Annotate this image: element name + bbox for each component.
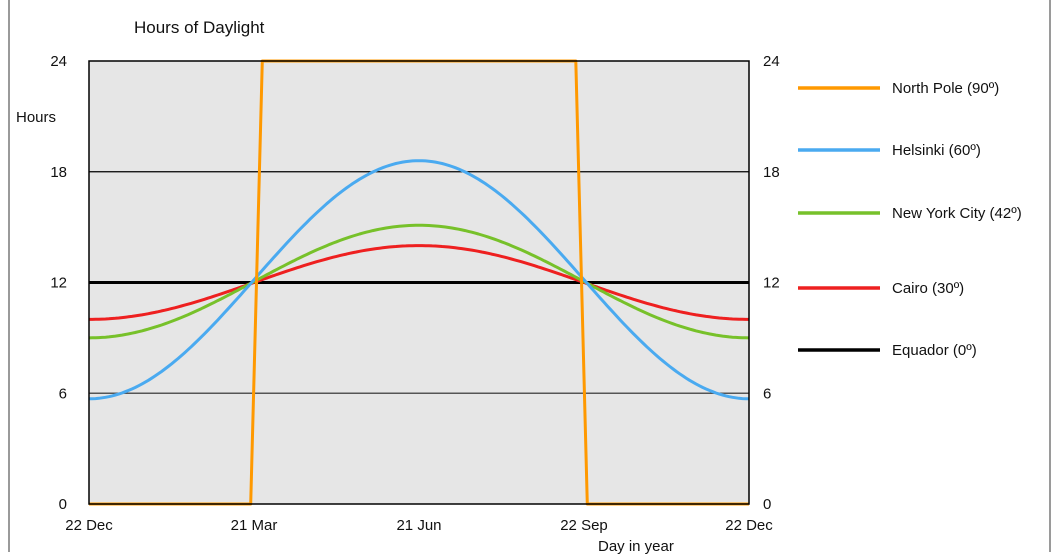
x-tick-label: 22 Sep	[560, 517, 608, 534]
legend-label: New York City (42º)	[892, 205, 1022, 222]
y-axis-label: Hours	[16, 109, 56, 126]
y-tick-label: 24	[50, 53, 67, 70]
y-tick-label: 6	[59, 385, 67, 402]
y-tick-label: 0	[763, 496, 771, 513]
x-tick-label: 22 Dec	[725, 517, 773, 534]
x-tick-label: 21 Jun	[396, 517, 441, 534]
y-tick-label: 6	[763, 385, 771, 402]
series-line	[89, 244, 749, 321]
x-tick-label: 21 Mar	[231, 517, 278, 534]
series-line	[88, 223, 750, 340]
y-tick-label: 18	[763, 164, 780, 181]
plot-border	[88, 60, 750, 505]
chart-title: Hours of Daylight	[134, 18, 265, 37]
y-ticks-right: 0 6 12 18 24	[763, 53, 780, 513]
x-axis-label: Day in year	[598, 538, 674, 554]
y-tick-label: 12	[763, 275, 780, 292]
chart-frame	[8, 0, 1051, 552]
legend-label: North Pole (90º)	[892, 80, 999, 97]
y-tick-label: 18	[50, 164, 67, 181]
y-tick-label: 24	[763, 53, 780, 70]
legend-label: Cairo (30º)	[892, 280, 964, 297]
y-tick-label: 12	[50, 275, 67, 292]
y-ticks-left: 0 6 12 18 24	[50, 53, 67, 513]
x-ticks: 22 Dec 21 Mar 21 Jun 22 Sep 22 Dec	[65, 517, 773, 534]
legend-label: Helsinki (60º)	[892, 142, 981, 159]
x-tick-label: 22 Dec	[65, 517, 113, 534]
y-tick-label: 0	[59, 496, 67, 513]
legend-label: Equador (0º)	[892, 342, 977, 359]
series-line	[88, 159, 750, 401]
legend: North Pole (90º) Helsinki (60º) New York C…	[798, 80, 1022, 359]
